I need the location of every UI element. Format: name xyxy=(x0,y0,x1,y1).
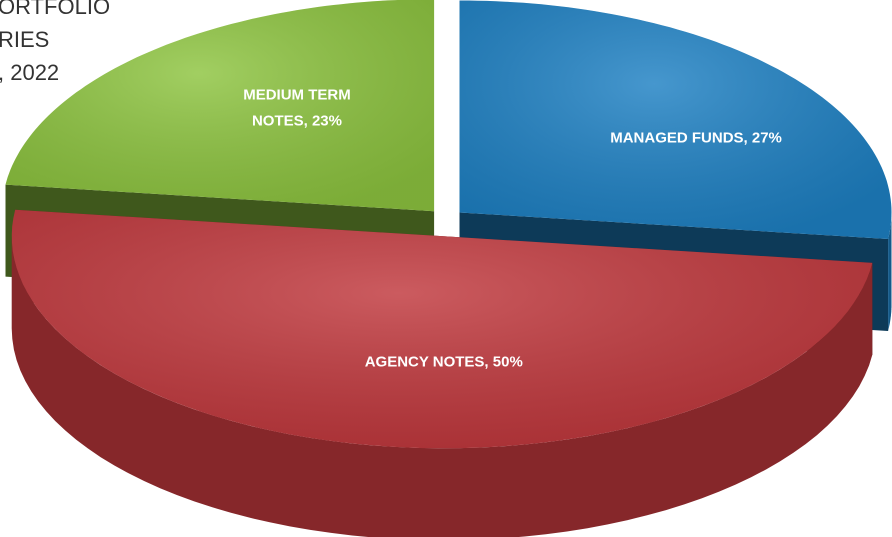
chart-title: ORTFOLIO xyxy=(0,0,110,19)
data-label-line: AGENCY NOTES, 50% xyxy=(365,354,523,371)
slice-shine xyxy=(11,209,873,449)
slice-side xyxy=(888,212,892,331)
data-label: MEDIUM TERM NOTES, 23% xyxy=(243,87,351,130)
slice-shine xyxy=(459,0,892,239)
slice xyxy=(11,209,873,537)
data-label-line: MEDIUM TERM xyxy=(243,87,351,104)
slice-shine xyxy=(5,0,435,212)
chart-title: RIES xyxy=(0,27,49,52)
data-label: MANAGED FUNDS, 27% xyxy=(610,129,782,146)
data-label-line: NOTES, 23% xyxy=(252,113,342,130)
data-label-line: MANAGED FUNDS, 27% xyxy=(610,129,782,146)
data-label: AGENCY NOTES, 50% xyxy=(365,354,523,371)
slice-side xyxy=(11,236,873,537)
chart-title: , 2022 xyxy=(0,60,59,85)
